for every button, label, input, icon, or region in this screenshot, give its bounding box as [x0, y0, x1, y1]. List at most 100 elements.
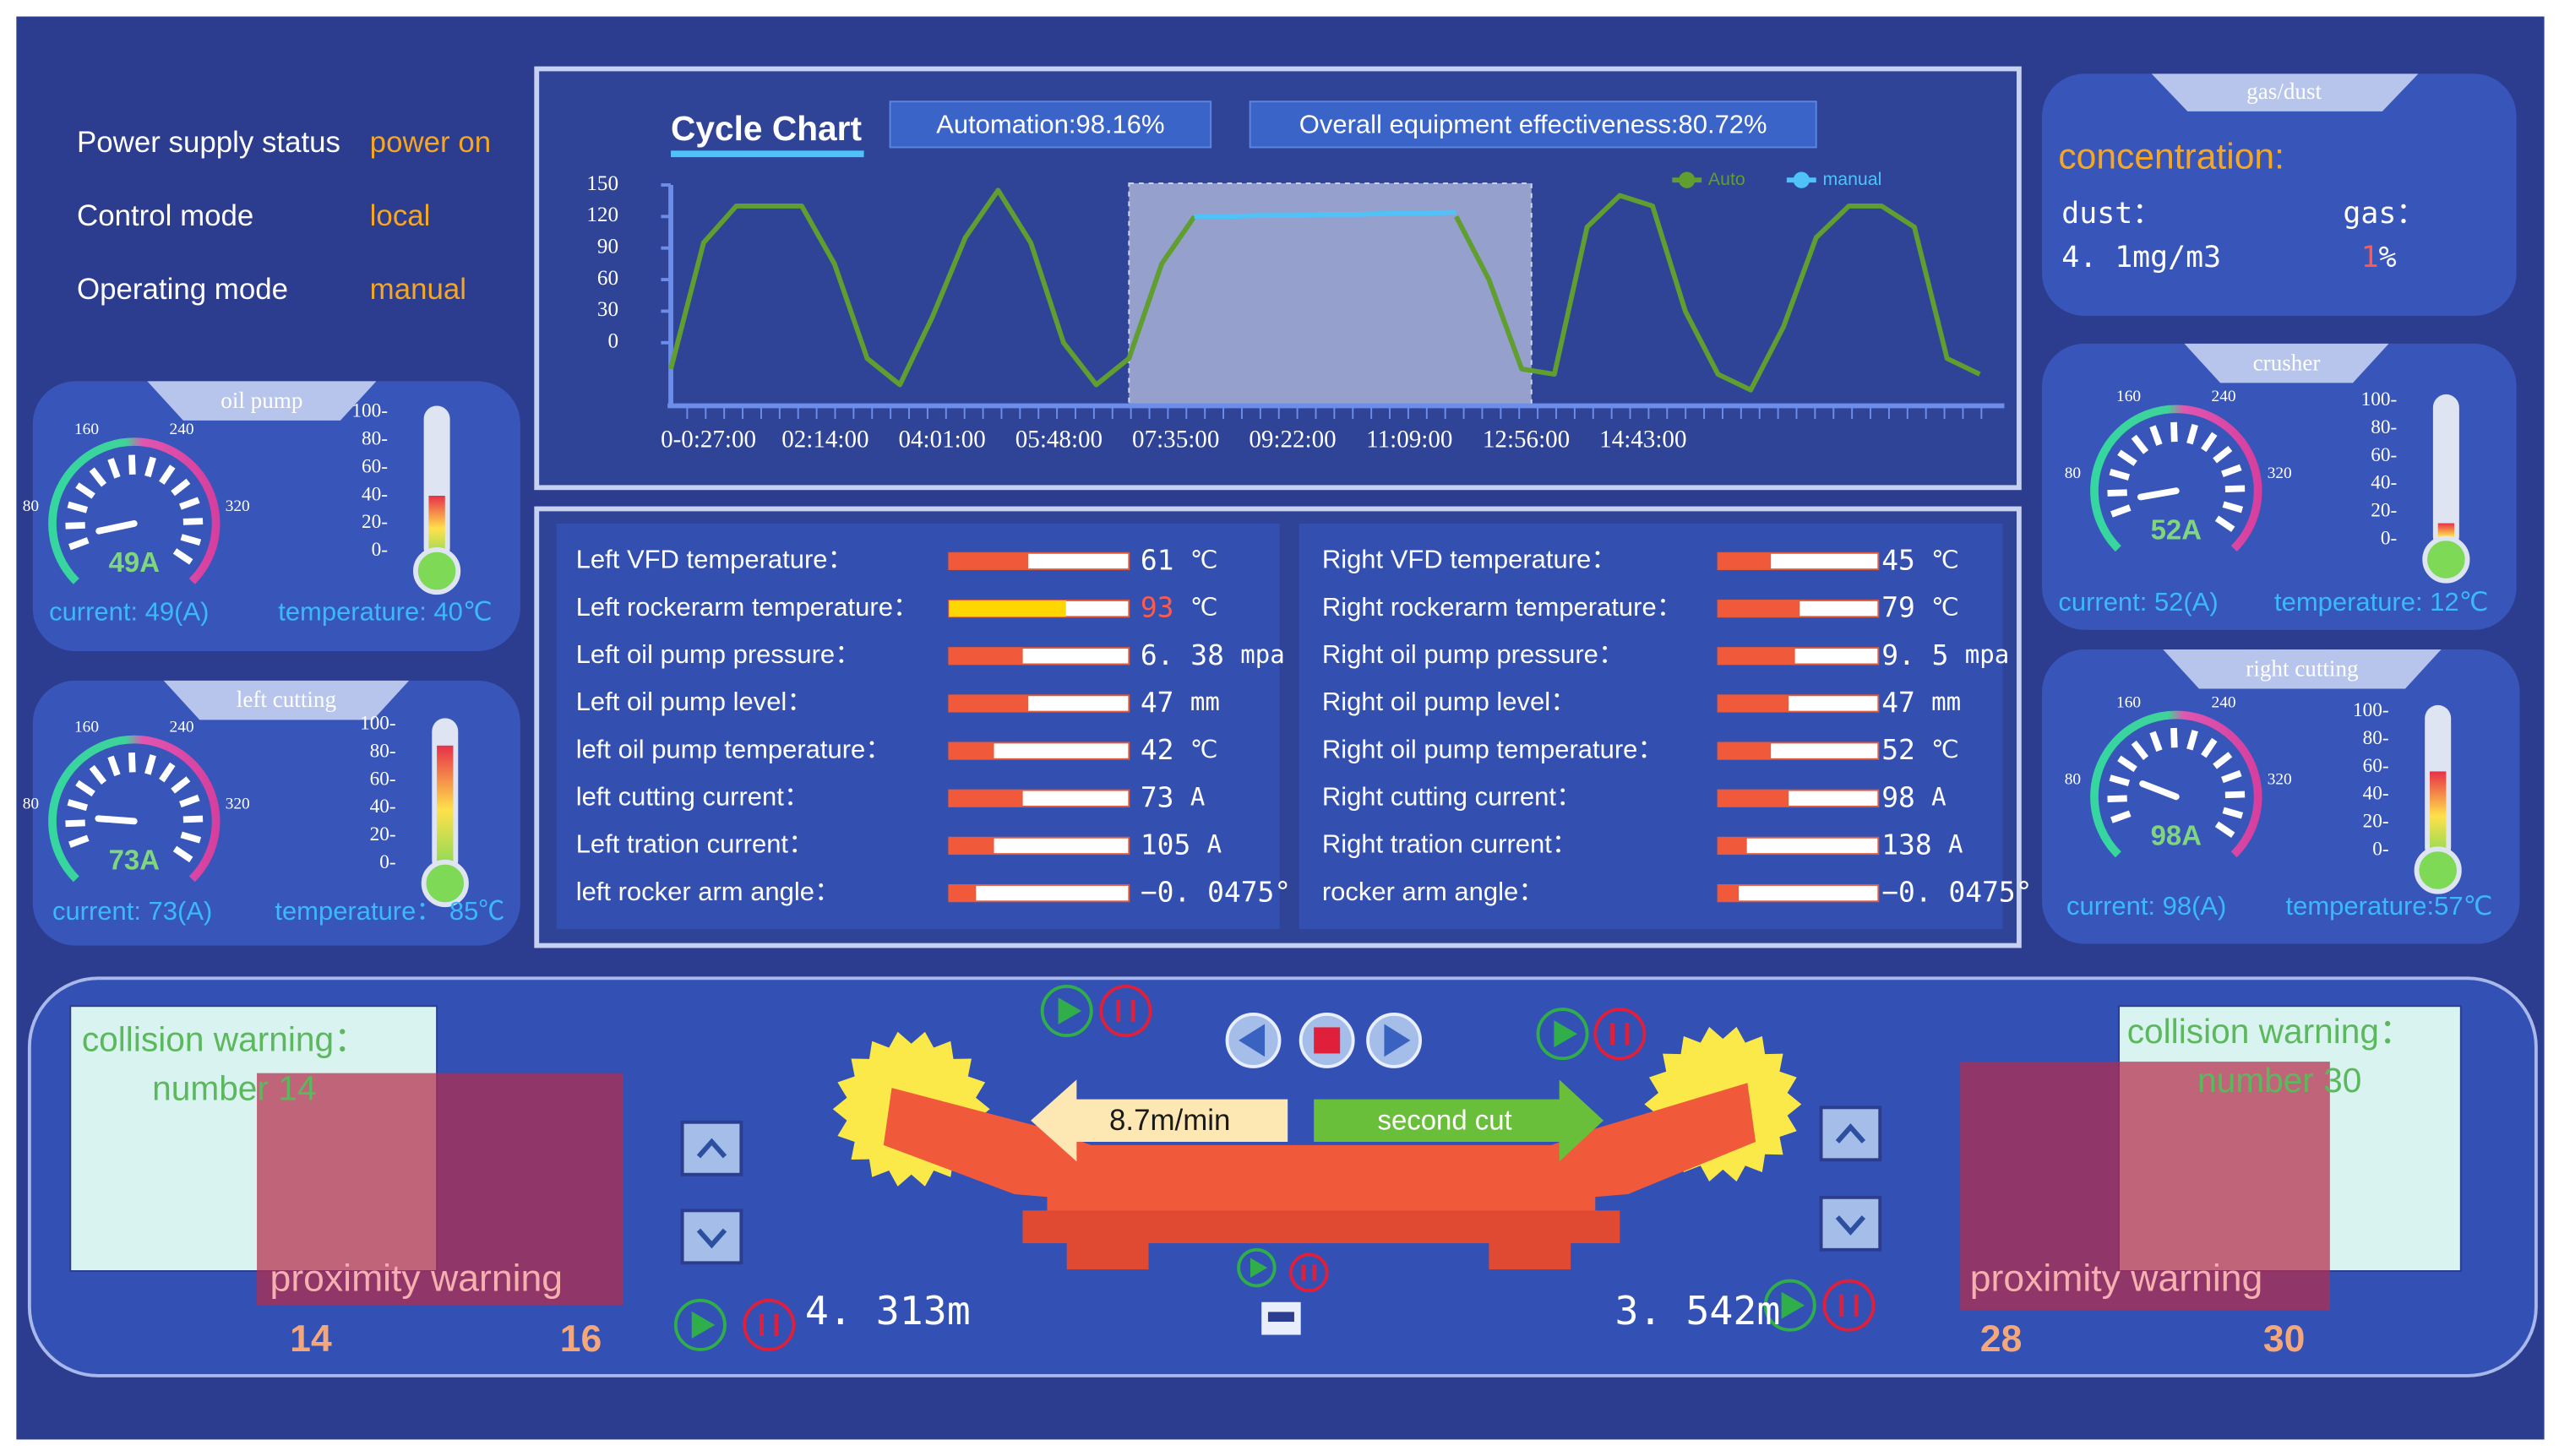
panel-title: oil pump — [221, 388, 302, 413]
gauge-dial-tick — [2107, 795, 2127, 803]
param-value: 45 ℃ — [1881, 543, 1959, 576]
panel-title: right cutting — [2246, 655, 2359, 681]
temperature-label: temperature: 12℃ — [2274, 587, 2488, 617]
panel-tab — [2184, 343, 2389, 383]
pause-icon[interactable] — [1116, 999, 1135, 1023]
pause-icon[interactable] — [1610, 1023, 1630, 1046]
play-icon[interactable] — [691, 1311, 716, 1339]
legend-label: manual — [1822, 169, 1881, 189]
chevron[interactable] — [1835, 1215, 1866, 1236]
pause-icon[interactable] — [760, 1313, 779, 1336]
play-icon[interactable] — [1058, 997, 1082, 1025]
pause-button[interactable] — [1822, 1279, 1876, 1332]
gauge-dial-tick — [2170, 421, 2178, 443]
gauge-panel — [32, 680, 520, 946]
panel-tab — [147, 381, 377, 421]
pause-icon[interactable] — [1301, 1264, 1317, 1281]
status-label: Power supply status — [77, 126, 340, 159]
thermo-tick-label: 0- — [372, 539, 388, 561]
param-value: 42 ℃ — [1141, 733, 1218, 766]
param-bar — [949, 600, 1066, 617]
stop-icon[interactable] — [1314, 1027, 1341, 1054]
play-icon[interactable] — [1250, 1258, 1268, 1278]
speed: 8.7m/min — [1109, 1104, 1230, 1137]
param-value: 93 ℃ — [1141, 590, 1218, 623]
param-bar — [1718, 695, 1789, 712]
gauge-dial-tick — [65, 522, 85, 530]
thermo-tick-label: 80- — [2363, 727, 2389, 749]
proximity-from: 28 — [1980, 1318, 2023, 1360]
current-label: current: 98(A) — [2066, 891, 2226, 921]
pause-button[interactable] — [1593, 1008, 1647, 1061]
gauge-dial-tick — [2224, 485, 2246, 493]
param-value: 73 A — [1141, 780, 1205, 813]
gauge-tick-label: 320 — [226, 795, 250, 812]
pause-icon[interactable] — [1839, 1294, 1859, 1317]
down-button[interactable] — [1819, 1195, 1882, 1252]
param-bar — [949, 837, 994, 855]
y-tick-label: 0 — [607, 330, 618, 353]
gauge-tick-label: 160 — [2116, 388, 2141, 405]
gauge-readout: 73A — [109, 845, 160, 876]
param-unit: ℃ — [1931, 545, 1959, 573]
gauge-panel — [32, 381, 520, 651]
chevron[interactable] — [696, 1228, 727, 1249]
param-bar — [949, 790, 1023, 807]
gauge-dial-tick — [159, 762, 176, 783]
play-icon[interactable] — [1554, 1020, 1577, 1048]
gauge-needle — [2137, 487, 2180, 501]
oee-badge: Overall equipment effectiveness:80.72% — [1299, 109, 1767, 139]
status-label: Control mode — [77, 199, 253, 232]
down-button[interactable] — [680, 1209, 743, 1265]
gauge-dial-tick — [67, 501, 89, 513]
play-icon[interactable] — [1781, 1291, 1805, 1319]
param-bar — [949, 552, 1029, 570]
thermometer-bulb — [413, 546, 461, 595]
param-value: 6. 38 mpa — [1141, 638, 1285, 671]
gauge-needle — [95, 815, 138, 825]
play-button[interactable] — [673, 1298, 727, 1351]
gauge-arc — [48, 437, 221, 584]
thermo-tick-label: 40- — [370, 796, 396, 818]
pause-button[interactable] — [743, 1298, 796, 1351]
cut-stage: second cut — [1378, 1104, 1512, 1135]
nav-icon[interactable] — [1384, 1024, 1411, 1057]
play-button[interactable] — [1536, 1008, 1589, 1061]
current-label: current: 49(A) — [49, 597, 209, 627]
y-tick-label: 150 — [586, 172, 618, 195]
x-tick-label: 11:09:00 — [1366, 426, 1452, 454]
y-tick-label: 90 — [597, 235, 618, 258]
param-bar — [949, 695, 1029, 712]
proximity-box — [1960, 1062, 2330, 1311]
chart-title: Cycle Chart — [671, 109, 862, 148]
param-label: Right rockerarm temperature： — [1322, 592, 1683, 622]
up-button[interactable] — [680, 1120, 743, 1176]
panel-title: gas/dust — [2246, 79, 2322, 104]
gauge-tick-label: 320 — [2268, 465, 2292, 482]
param-number: 47 — [1881, 685, 1915, 718]
play-button[interactable] — [1040, 985, 1093, 1038]
shearer-body — [1022, 1210, 1620, 1244]
param-label: Left rockerarm temperature： — [576, 592, 919, 622]
gauge-dial-tick — [171, 478, 191, 497]
pause-button[interactable] — [1099, 985, 1152, 1038]
gas-number: 1 — [2361, 241, 2379, 274]
gauge-dial-tick — [2149, 425, 2163, 446]
gauge-dial-tick — [171, 776, 191, 794]
play-button[interactable] — [1237, 1247, 1277, 1288]
nav-icon[interactable] — [1239, 1024, 1266, 1057]
panel-tab — [2163, 649, 2442, 689]
param-unit: ℃ — [1190, 593, 1218, 622]
param-number: −0. 0475° — [1881, 875, 2032, 908]
pause-button[interactable] — [1289, 1252, 1329, 1293]
gauge-dial-tick — [159, 465, 176, 485]
gauge-dial-tick — [172, 548, 193, 565]
chevron[interactable] — [696, 1138, 727, 1159]
collision-warning: collision warning： — [2127, 1012, 2414, 1051]
gauge-dial-tick — [2221, 464, 2242, 477]
play-button[interactable] — [1763, 1279, 1816, 1332]
chevron[interactable] — [1835, 1123, 1866, 1144]
up-button[interactable] — [1819, 1106, 1882, 1162]
gauge-tick-label: 80 — [23, 497, 39, 515]
